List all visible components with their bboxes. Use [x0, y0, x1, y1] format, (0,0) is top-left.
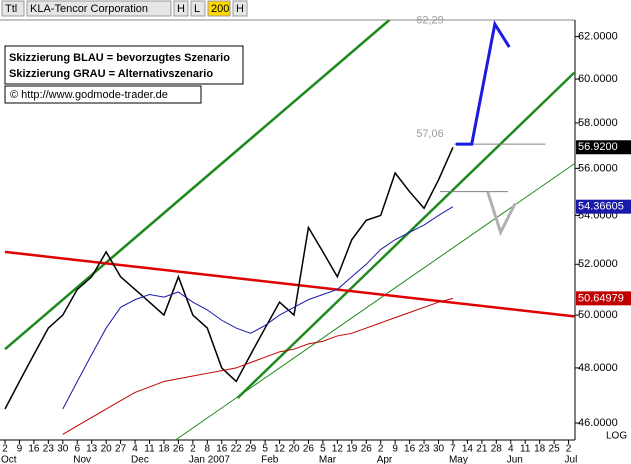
copyright: © http://www.godmode-trader.de [10, 89, 168, 101]
toolbar-field [26, 0, 172, 17]
toolbar-text: H [236, 3, 244, 15]
overlay-line [486, 191, 517, 237]
value-label: 54.36605 [578, 201, 624, 213]
month-label: Jan 2007 [189, 455, 231, 464]
month-label: Mar [319, 455, 337, 464]
x-tick-label: 26 [361, 444, 373, 455]
x-tick-label: 9 [392, 444, 398, 455]
overlay-line [4, 20, 391, 351]
x-tick-label: 23 [418, 444, 430, 455]
x-tick-label: 21 [476, 444, 488, 455]
value-label: 50.64979 [578, 292, 624, 304]
month-label: Jun [507, 455, 523, 464]
annotation: 62,29 [416, 14, 444, 26]
month-label: Dec [131, 455, 149, 464]
x-tick-label: 28 [491, 444, 503, 455]
x-tick-label: 19 [346, 444, 358, 455]
y-tick-label: 48.0000 [578, 362, 618, 374]
month-label: Jul [565, 455, 578, 464]
month-label: Oct [1, 455, 17, 464]
x-tick-label: 13 [86, 444, 98, 455]
x-tick-label: 6 [74, 444, 80, 455]
toolbar-field [1, 0, 25, 17]
x-tick-label: 2 [190, 444, 196, 455]
x-tick-label: 26 [303, 444, 315, 455]
series-line [4, 146, 454, 410]
series-line [62, 297, 454, 435]
toolbar-field [207, 0, 231, 17]
value-label-box [576, 291, 631, 306]
x-tick-label: 11 [520, 444, 531, 455]
x-tick-label: 20 [288, 444, 300, 455]
overlay-line [455, 20, 511, 146]
x-tick-label: 14 [462, 444, 474, 455]
y-tick-label: 56.0000 [578, 162, 618, 174]
x-tick-label: 12 [274, 444, 286, 455]
toolbar-text: H [177, 3, 185, 15]
annotation: 57,06 [416, 128, 444, 140]
x-tick-label: 16 [404, 444, 416, 455]
x-tick-label: 20 [101, 444, 113, 455]
x-tick-label: 9 [17, 444, 23, 455]
value-label-box [576, 199, 631, 214]
note-box [4, 45, 244, 85]
x-tick-label: 4 [132, 444, 138, 455]
x-tick-label: 5 [262, 444, 268, 455]
x-tick-label: 4 [508, 444, 514, 455]
x-tick-label: 7 [450, 444, 456, 455]
value-label-box [576, 140, 631, 155]
x-tick-label: 25 [549, 444, 561, 455]
x-tick-label: 8 [205, 444, 211, 455]
y-tick-label: 52.0000 [578, 258, 618, 270]
x-tick-label: 2 [566, 444, 572, 455]
month-label: Apr [377, 455, 393, 464]
x-tick-label: 18 [534, 444, 546, 455]
x-tick-label: 22 [231, 444, 243, 455]
x-tick-label: 16 [216, 444, 228, 455]
x-tick-label: 5 [320, 444, 326, 455]
x-tick-label: 27 [115, 444, 127, 455]
y-tick-label: 50.0000 [578, 309, 618, 321]
toolbar-field [232, 0, 248, 17]
toolbar-text: 200 [211, 3, 229, 15]
x-tick-label: 16 [28, 444, 40, 455]
x-tick-label: 23 [43, 444, 55, 455]
toolbar-text: L [194, 3, 200, 15]
overlay-line [236, 71, 575, 399]
series-line [62, 206, 454, 410]
month-label: Nov [73, 455, 91, 464]
copyright-box [4, 85, 202, 104]
toolbar-text: Ttl [5, 3, 17, 15]
x-tick-label: 29 [245, 444, 257, 455]
x-tick-label: 2 [378, 444, 384, 455]
overlay-line [175, 163, 575, 440]
month-label: Feb [261, 455, 279, 464]
x-tick-label: 18 [158, 444, 170, 455]
x-tick-label: 26 [173, 444, 185, 455]
toolbar-field [173, 0, 189, 17]
month-label: May [449, 455, 468, 464]
x-tick-label: 12 [332, 444, 344, 455]
note: Skizzierung BLAU = bevorzugtes Szenario [9, 52, 230, 64]
x-tick-label: 30 [433, 444, 445, 455]
toolbar-text: KLA-Tencor Corporation [30, 3, 148, 15]
x-tick-label: 11 [144, 444, 155, 455]
x-tick-label: 30 [57, 444, 69, 455]
x-tick-label: 2 [2, 444, 8, 455]
y-tick-label: 62.0000 [578, 31, 618, 43]
y-tick-label: 58.0000 [578, 117, 618, 129]
toolbar-field [190, 0, 206, 17]
value-label: 56.9200 [578, 141, 618, 153]
y-tick-label: 46.0000 [578, 417, 618, 429]
note: Skizzierung GRAU = Alternativszenario [9, 68, 213, 80]
y-tick-label: 60.0000 [578, 73, 618, 85]
scale-label: LOG [606, 431, 627, 442]
